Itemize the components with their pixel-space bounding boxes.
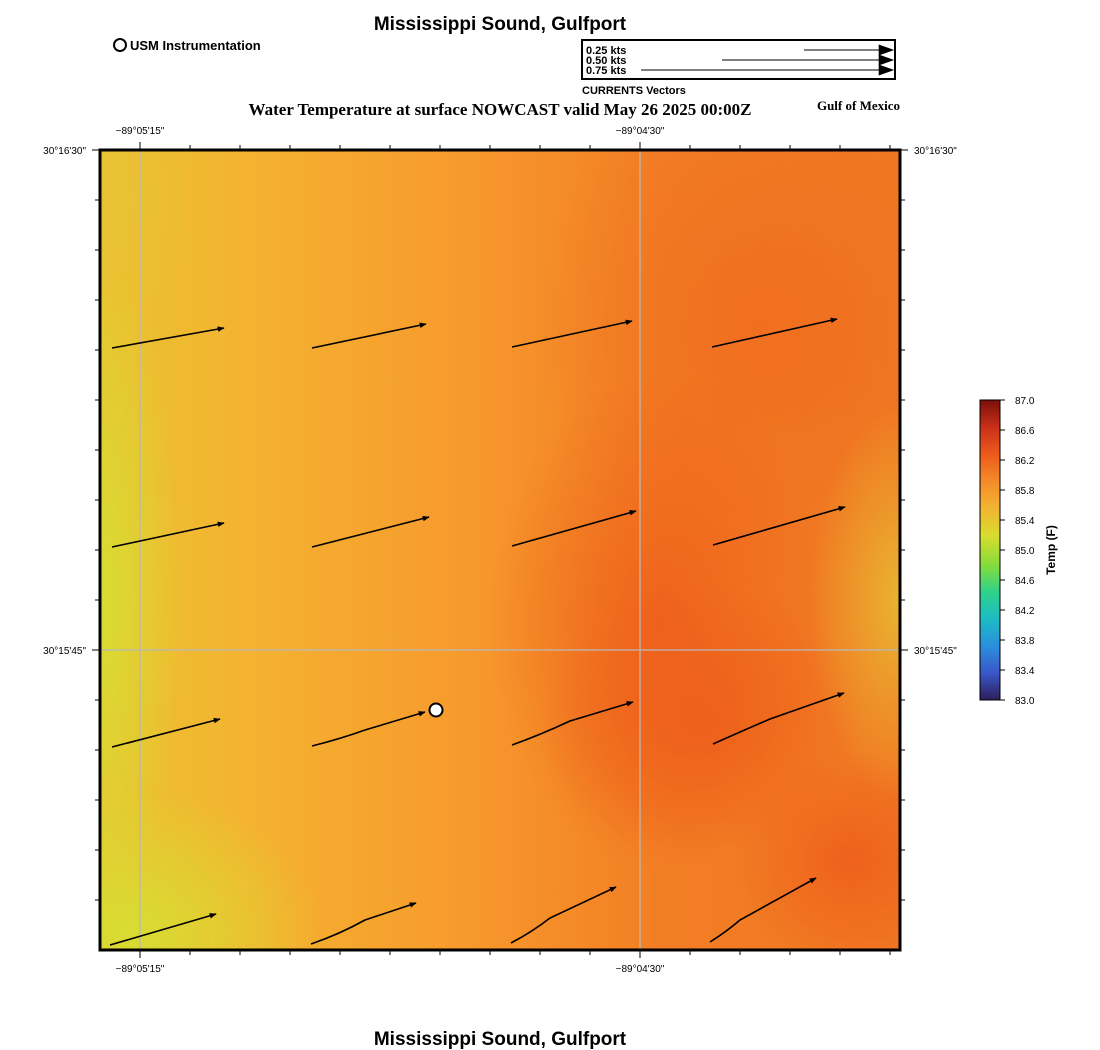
lon-tick-label-bottom: −89°05'15" bbox=[116, 964, 165, 975]
colorbar: 87.0 86.6 86.2 85.8 85.4 85.0 84.6 84.2 83.8 83.4… bbox=[979, 396, 1058, 707]
colorbar-tick-label: 86.6 bbox=[1015, 426, 1035, 437]
lon-tick-label-bottom: −89°04'30" bbox=[616, 964, 665, 975]
colorbar-tick-label: 85.4 bbox=[1015, 516, 1035, 527]
axis-ticks bbox=[92, 142, 908, 958]
colorbar-tick-label: 86.2 bbox=[1015, 456, 1035, 467]
colorbar-tick-label: 83.0 bbox=[1015, 696, 1035, 707]
colorbar-label: Temp (F) bbox=[1044, 525, 1058, 575]
lat-tick-label-left: 30°15'45" bbox=[43, 646, 86, 657]
current-vector bbox=[311, 515, 430, 548]
colorbar-scale bbox=[979, 399, 1001, 701]
current-vector bbox=[709, 877, 817, 943]
colorbar-tick-label: 83.8 bbox=[1015, 636, 1035, 647]
current-vector bbox=[511, 319, 633, 348]
current-vector bbox=[511, 701, 634, 746]
colorbar-tick-label: 83.4 bbox=[1015, 666, 1035, 677]
vector-legend-entry-label: 0.75 kts bbox=[586, 65, 626, 77]
lat-tick-label-left: 30°16'30" bbox=[43, 146, 86, 157]
vector-legend-entry-label: 0.50 kts bbox=[586, 55, 626, 67]
current-vector bbox=[311, 322, 427, 349]
current-vector bbox=[511, 510, 637, 547]
colorbar-ticks: 87.0 86.6 86.2 85.8 85.4 85.0 84.6 84.2 83.8 83.4… bbox=[1000, 396, 1035, 707]
colorbar-tick-label: 85.0 bbox=[1015, 546, 1035, 557]
current-vector bbox=[310, 902, 417, 945]
vector-legend: 0.25 kts 0.50 kts 0.75 kts CURRENTS Vect… bbox=[581, 39, 896, 97]
map-title: Mississippi Sound, Gulfport bbox=[374, 14, 627, 35]
current-vector bbox=[111, 521, 225, 548]
current-vectors bbox=[109, 317, 846, 946]
current-vector bbox=[111, 326, 225, 349]
lat-tick-label-right: 30°16'30" bbox=[914, 146, 957, 157]
lon-tick-label-top: −89°04'30" bbox=[616, 126, 665, 137]
region-label: Gulf of Mexico bbox=[817, 98, 900, 113]
current-vector bbox=[111, 717, 221, 748]
current-vector bbox=[712, 692, 845, 745]
station-legend-icon bbox=[113, 38, 127, 52]
map-subtitle: Water Temperature at surface NOWCAST val… bbox=[249, 100, 752, 119]
usm-station-marker[interactable] bbox=[428, 702, 444, 718]
station-legend: USM Instrumentation bbox=[113, 38, 261, 53]
vector-legend-title: CURRENTS Vectors bbox=[582, 85, 686, 97]
current-vector bbox=[712, 506, 846, 546]
current-vector bbox=[311, 711, 426, 747]
current-vector bbox=[711, 317, 838, 348]
vector-legend-entry-label: 0.25 kts bbox=[586, 45, 626, 57]
colorbar-tick-label: 85.8 bbox=[1015, 486, 1035, 497]
station-legend-label: USM Instrumentation bbox=[130, 38, 261, 53]
current-vector bbox=[510, 886, 617, 944]
lat-tick-label-right: 30°15'45" bbox=[914, 646, 957, 657]
lon-tick-label-top: −89°05'15" bbox=[116, 126, 165, 137]
current-vector bbox=[109, 913, 217, 946]
colorbar-tick-label: 84.2 bbox=[1015, 606, 1035, 617]
graticule bbox=[100, 150, 900, 950]
colorbar-tick-label: 87.0 bbox=[1015, 396, 1035, 407]
footer-title: Mississippi Sound, Gulfport bbox=[374, 1029, 627, 1050]
colorbar-tick-label: 84.6 bbox=[1015, 576, 1035, 587]
temperature-field bbox=[100, 150, 900, 950]
